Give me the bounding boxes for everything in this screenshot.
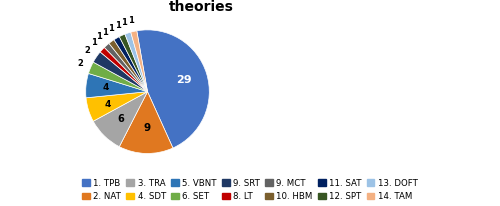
Wedge shape	[131, 31, 148, 92]
Wedge shape	[114, 37, 148, 92]
Text: 6: 6	[118, 114, 124, 124]
Legend: 1. TPB, 2. NAT, 3. TRA, 4. SDT, 5. VBNT, 6. SET, 9. SRT, 8. LT, 9. MCT, 10. HBM,: 1. TPB, 2. NAT, 3. TRA, 4. SDT, 5. VBNT,…	[82, 178, 418, 202]
Text: 2: 2	[78, 59, 83, 68]
Text: 1: 1	[122, 18, 127, 27]
Wedge shape	[88, 62, 148, 92]
Wedge shape	[120, 34, 148, 92]
Text: 1: 1	[96, 33, 102, 41]
Wedge shape	[104, 43, 148, 92]
Wedge shape	[137, 30, 210, 148]
Text: 1: 1	[128, 16, 134, 25]
Text: 1: 1	[91, 37, 97, 47]
Text: 29: 29	[176, 75, 192, 85]
Text: 4: 4	[102, 83, 109, 92]
Title: Frequency of evaluative & intervention articles using
theories: Frequency of evaluative & intervention a…	[0, 0, 410, 14]
Text: 9: 9	[143, 123, 150, 132]
Wedge shape	[100, 47, 148, 92]
Wedge shape	[120, 92, 173, 153]
Wedge shape	[109, 40, 148, 92]
Wedge shape	[93, 92, 148, 147]
Text: 4: 4	[104, 99, 110, 109]
Wedge shape	[93, 52, 148, 92]
Text: 1: 1	[114, 21, 120, 30]
Wedge shape	[86, 92, 148, 121]
Wedge shape	[86, 74, 148, 98]
Text: 1: 1	[102, 28, 108, 37]
Text: 1: 1	[108, 24, 114, 33]
Text: 2: 2	[84, 46, 90, 55]
Wedge shape	[125, 32, 148, 92]
